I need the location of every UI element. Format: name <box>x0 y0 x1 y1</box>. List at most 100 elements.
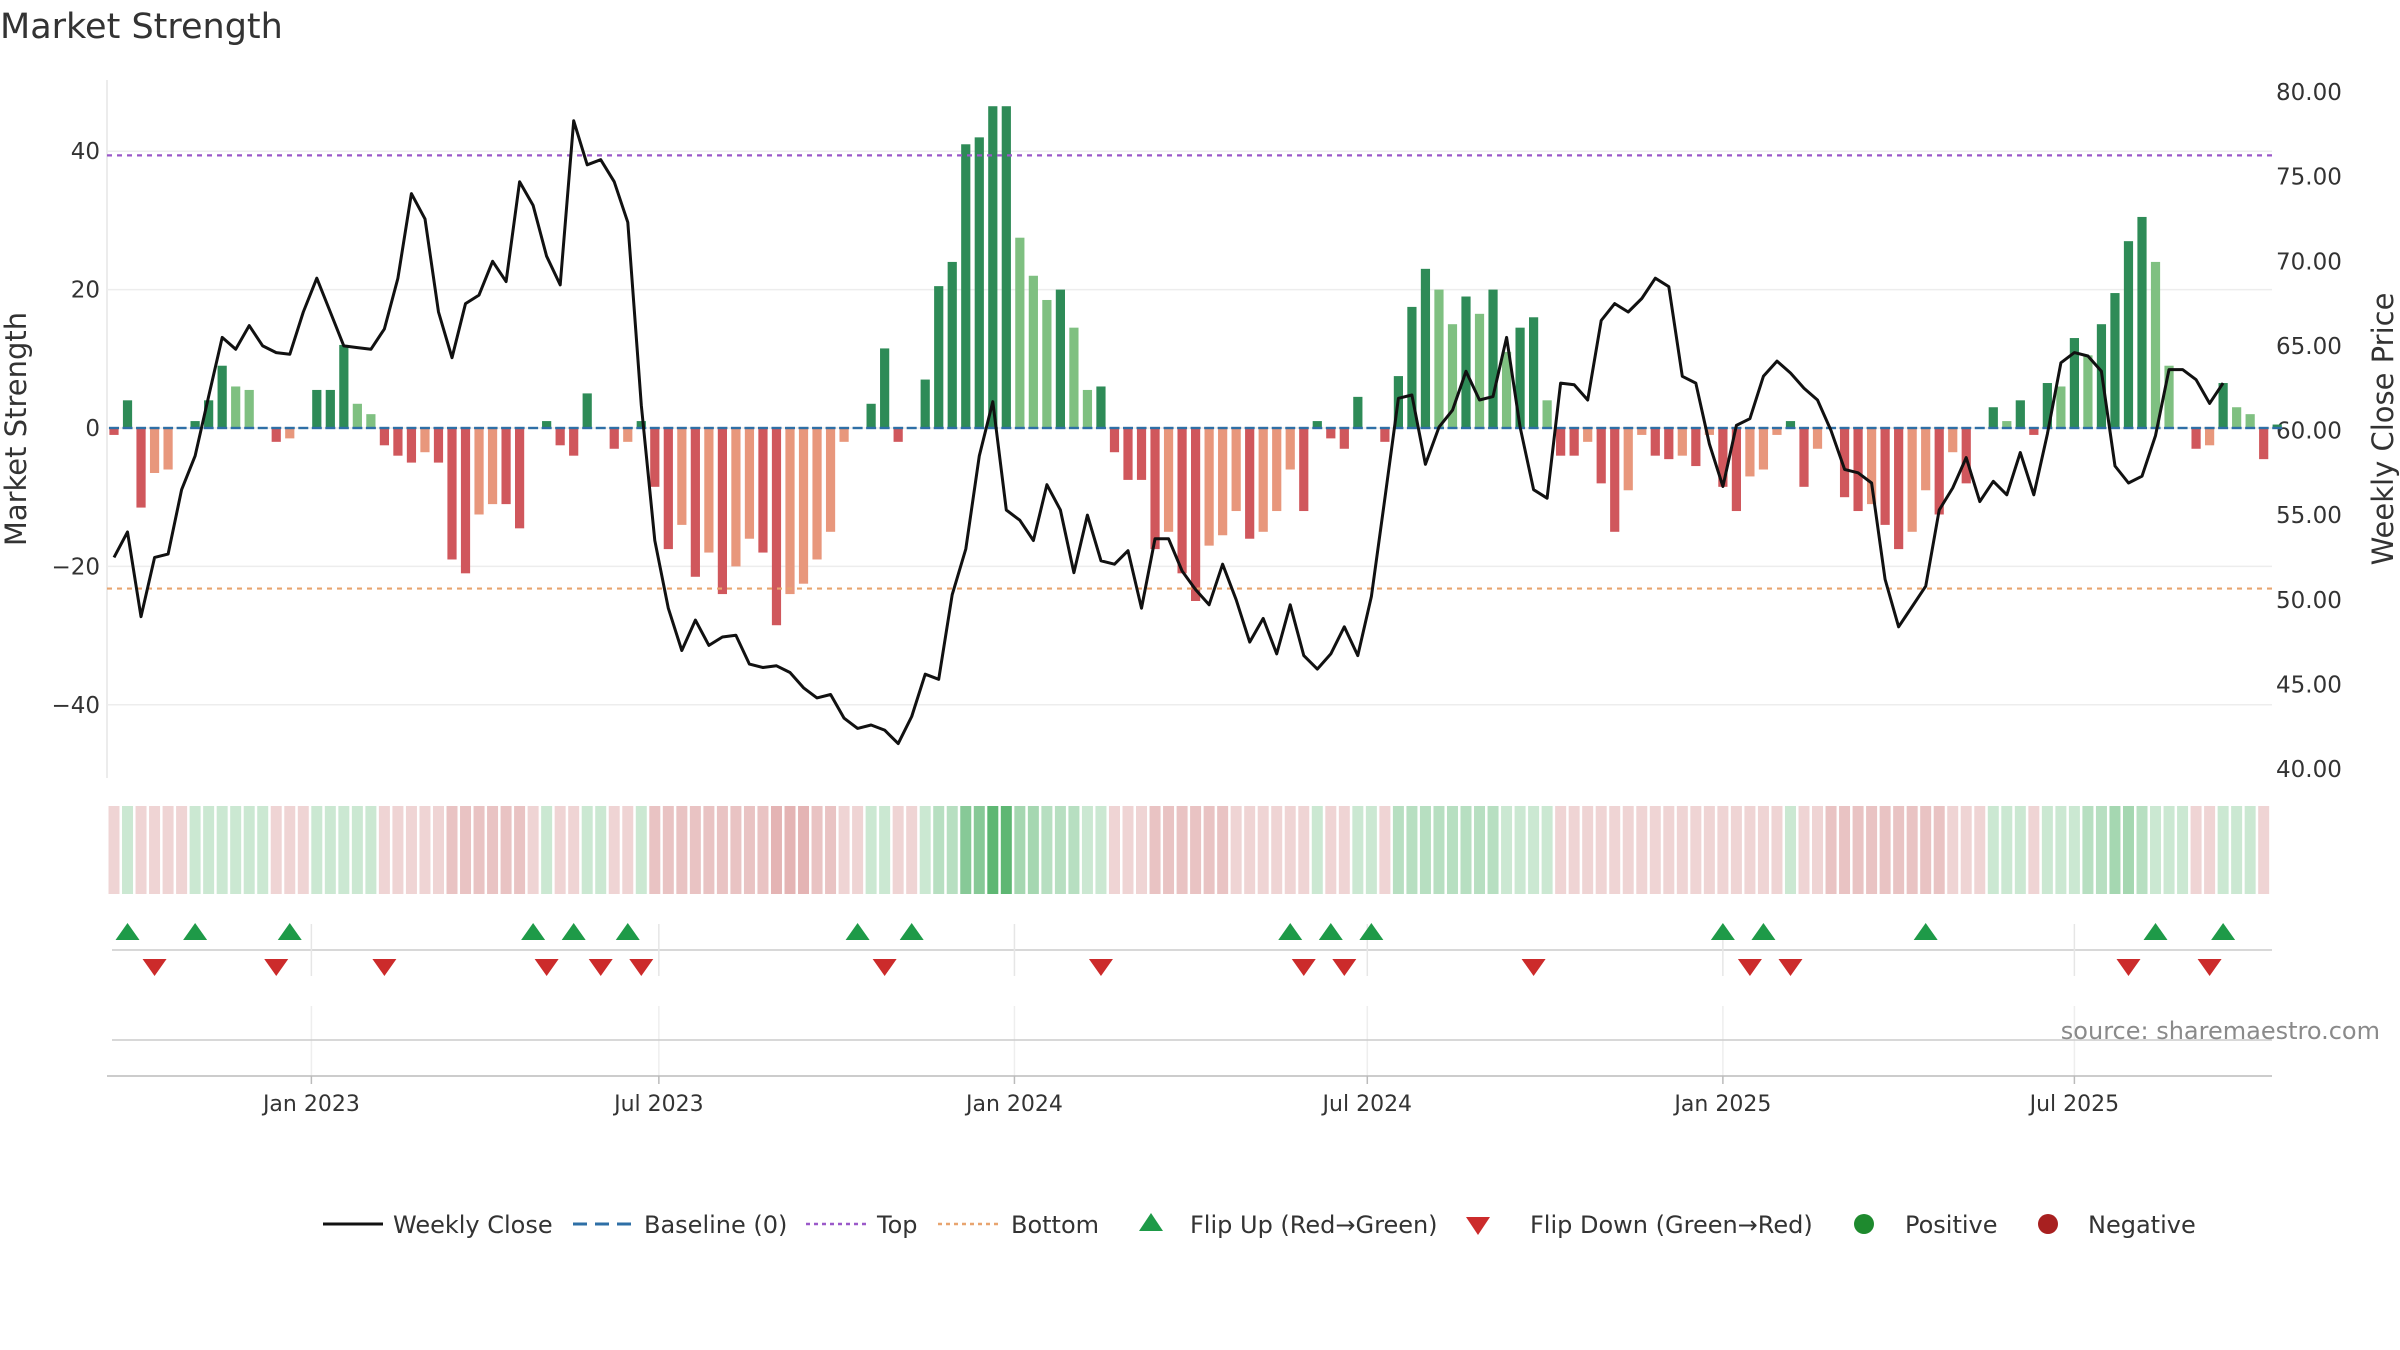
strength-bars <box>109 106 2282 626</box>
band-cell <box>784 806 796 894</box>
strength-bar <box>839 428 849 442</box>
band-cell <box>1730 806 1742 894</box>
strength-bar <box>2259 428 2269 460</box>
band-cell <box>1933 806 1945 894</box>
flip-up-marker <box>615 923 640 940</box>
strength-bar <box>1799 428 1809 487</box>
band-cell <box>1960 806 1972 894</box>
band-cell <box>581 806 593 894</box>
date-tick-label: Jan 2025 <box>1672 1092 1771 1117</box>
band-cell <box>284 806 296 894</box>
strength-bar <box>1772 428 1782 435</box>
band-cell <box>1757 806 1769 894</box>
strength-bar <box>2150 261 2161 428</box>
strength-bar <box>190 421 200 428</box>
band-cell <box>1203 806 1215 894</box>
strength-bar <box>1839 428 1850 498</box>
strength-bar <box>1447 324 1458 428</box>
band-cell <box>1595 806 1607 894</box>
strength-bar <box>1921 428 1931 491</box>
strength-bar <box>149 428 160 473</box>
legend-flip-down: Flip Down (Green→Red) <box>1466 1211 1813 1239</box>
strength-bar <box>1745 428 1755 477</box>
band-cell <box>1622 806 1634 894</box>
band-cell <box>203 806 215 894</box>
right-tick-label: 50.00 <box>2276 588 2342 614</box>
flip-down-marker <box>372 959 397 976</box>
band-cell <box>1217 806 1229 894</box>
band-cell <box>1365 806 1377 894</box>
band-cell <box>297 806 309 894</box>
strength-bar <box>717 428 727 595</box>
strength-bar <box>947 261 957 428</box>
left-tick-label: 20 <box>71 278 100 304</box>
band-cell <box>2258 806 2270 894</box>
strength-bar <box>1191 428 1201 601</box>
band-cell <box>1609 806 1621 894</box>
band-cell <box>622 806 634 894</box>
strength-bar <box>2083 355 2093 428</box>
flip-up-marker <box>845 923 870 940</box>
strength-bar <box>1894 428 1904 550</box>
strength-bar <box>1258 428 1268 532</box>
strength-bar <box>744 428 755 539</box>
band-cell <box>649 806 661 894</box>
flip-up-marker <box>1710 923 1735 940</box>
band-cell <box>311 806 323 894</box>
band-cell <box>689 806 701 894</box>
strength-bar <box>122 400 133 428</box>
strength-bar <box>988 106 998 428</box>
date-tick-label: Jan 2023 <box>261 1092 360 1117</box>
band-cell <box>730 806 742 894</box>
right-tick-label: 40.00 <box>2276 757 2342 783</box>
band-cell <box>933 806 945 894</box>
strength-bar <box>109 428 119 435</box>
strength-bar <box>1380 428 1390 442</box>
flip-down-marker <box>588 959 613 976</box>
band-cell <box>1352 806 1364 894</box>
band-cell <box>2150 806 2162 894</box>
band-cell <box>811 806 823 894</box>
band-cell <box>1271 806 1283 894</box>
band-cell <box>1784 806 1796 894</box>
strength-bar <box>1583 428 1593 442</box>
band-cell <box>1027 806 1039 894</box>
strength-bar <box>2056 386 2066 428</box>
band-cell <box>1906 806 1918 894</box>
band-cell <box>432 806 444 894</box>
band-cell <box>473 806 485 894</box>
band-cell <box>2217 806 2229 894</box>
strength-bar <box>487 428 498 505</box>
band-cell <box>595 806 607 894</box>
legend-flip-up: Flip Up (Red→Green) <box>1139 1211 1438 1239</box>
band-cell <box>392 806 404 894</box>
flip-up-marker <box>521 923 546 940</box>
flip-down-marker <box>1332 959 1357 976</box>
strength-bar <box>231 386 241 428</box>
flip-down-marker <box>142 959 167 976</box>
band-cell <box>2082 806 2094 894</box>
strength-bar <box>366 414 376 428</box>
strength-bar <box>2245 414 2255 428</box>
strength-bar <box>1136 428 1147 480</box>
strength-bar <box>2029 428 2039 435</box>
strength-bar <box>866 403 876 428</box>
strength-bar <box>569 428 579 456</box>
strength-bar <box>501 428 511 505</box>
band-cell <box>270 806 282 894</box>
strength-bar <box>1218 428 1228 536</box>
band-cell <box>1487 806 1499 894</box>
band-cell <box>527 806 539 894</box>
flip-up-marker <box>1318 923 1343 940</box>
strength-bar <box>1420 268 1431 428</box>
band-cell <box>541 806 553 894</box>
band-cell <box>1419 806 1431 894</box>
right-tick-label: 45.00 <box>2276 672 2342 698</box>
band-cell <box>230 806 242 894</box>
band-cell <box>1825 806 1837 894</box>
band-cell <box>1392 806 1404 894</box>
legend-positive: Positive <box>1854 1211 1998 1239</box>
band-cell <box>1852 806 1864 894</box>
band-cell <box>2190 806 2202 894</box>
band-cell <box>1501 806 1513 894</box>
